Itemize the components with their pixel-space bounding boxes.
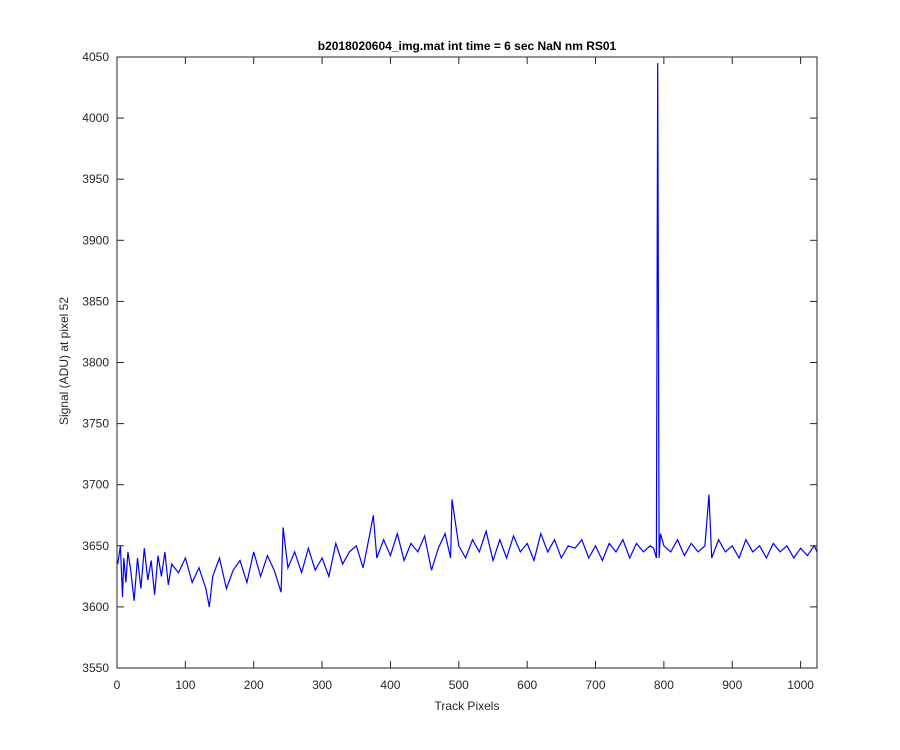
y-tick-label: 3550 [82,661,109,675]
x-axis-label: Track Pixels [435,699,500,713]
y-axis-label: Signal (ADU) at pixel 52 [57,297,71,425]
x-tick-label: 800 [654,678,674,692]
series-line [117,63,818,608]
y-tick-label: 4050 [82,50,109,64]
plot-area-frame [116,56,818,669]
y-tick-label: 3850 [82,294,109,308]
y-tick-label: 4000 [82,111,109,125]
chart-title: b2018020604_img.mat int time = 6 sec NaN… [318,39,617,53]
y-tick-label: 3600 [82,600,109,614]
x-tick-label: 600 [517,678,537,692]
x-tick-label: 1000 [787,678,814,692]
data-series [117,63,818,608]
x-tick-label: 100 [175,678,195,692]
x-tick-label: 200 [244,678,264,692]
y-tick-label: 3900 [82,233,109,247]
x-tick-label: 300 [312,678,332,692]
x-tick-label: 400 [380,678,400,692]
y-tick-label: 3650 [82,539,109,553]
axis-ticks: 0 100 200 300 400 500 600 700 800 900 1000 3550 3600… [82,50,817,692]
y-tick-label: 3700 [82,478,109,492]
x-tick-label: 900 [722,678,742,692]
y-tick-label: 3950 [82,172,109,186]
x-tick-label: 500 [449,678,469,692]
y-tick-label: 3800 [82,356,109,370]
x-tick-label: 700 [586,678,606,692]
y-tick-label: 3750 [82,417,109,431]
x-tick-label: 0 [114,678,121,692]
